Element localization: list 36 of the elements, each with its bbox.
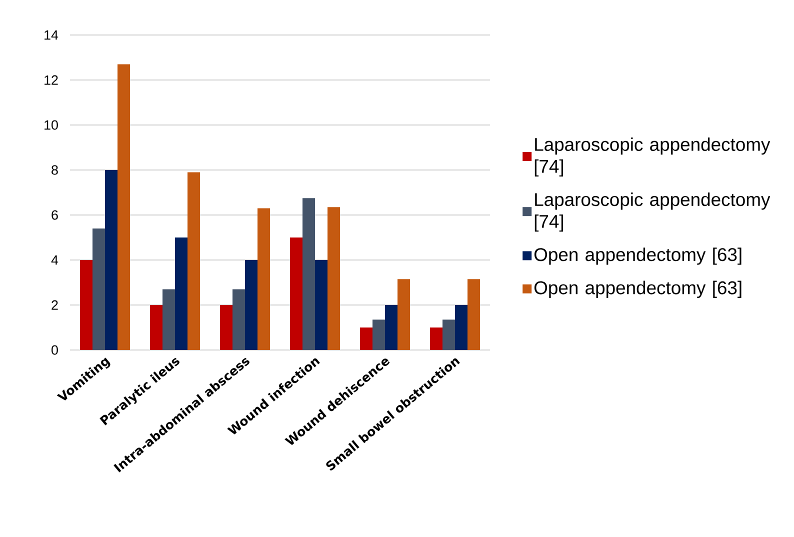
y-tick-label: 14 — [44, 30, 58, 40]
bar — [360, 328, 373, 350]
bar — [258, 208, 270, 350]
bar — [118, 64, 130, 350]
y-tick-label: 8 — [52, 165, 58, 175]
bar — [455, 305, 468, 350]
legend-label: Laparoscopic appendectomy [74] — [534, 192, 770, 232]
bar — [372, 320, 386, 350]
y-tick-label: 0 — [52, 345, 58, 355]
bar — [150, 305, 162, 350]
bar — [290, 238, 302, 350]
legend-label: Open appendectomy [63] — [534, 248, 742, 265]
bar — [188, 172, 200, 350]
bar — [315, 260, 328, 350]
bar — [80, 260, 92, 350]
y-tick-label: 10 — [44, 120, 58, 130]
bar — [220, 305, 232, 350]
bar — [468, 279, 480, 350]
legend-label: Open appendectomy [63] — [534, 280, 742, 298]
y-tick-label: 12 — [44, 75, 58, 85]
y-tick-label: 4 — [51, 255, 58, 265]
y-tick-label: 6 — [52, 210, 58, 220]
bar — [232, 289, 245, 350]
bar — [162, 289, 175, 350]
bar — [175, 238, 188, 350]
legend-label: Laparoscopic appendectomy [74] — [534, 137, 770, 177]
bar — [245, 260, 258, 350]
bar — [430, 328, 443, 350]
bar — [328, 207, 340, 350]
bar — [442, 320, 456, 350]
bar — [398, 279, 410, 350]
y-tick-label: 2 — [52, 300, 58, 310]
bar — [92, 228, 105, 350]
bar — [385, 305, 398, 350]
bar — [302, 198, 315, 350]
bar — [105, 170, 118, 350]
